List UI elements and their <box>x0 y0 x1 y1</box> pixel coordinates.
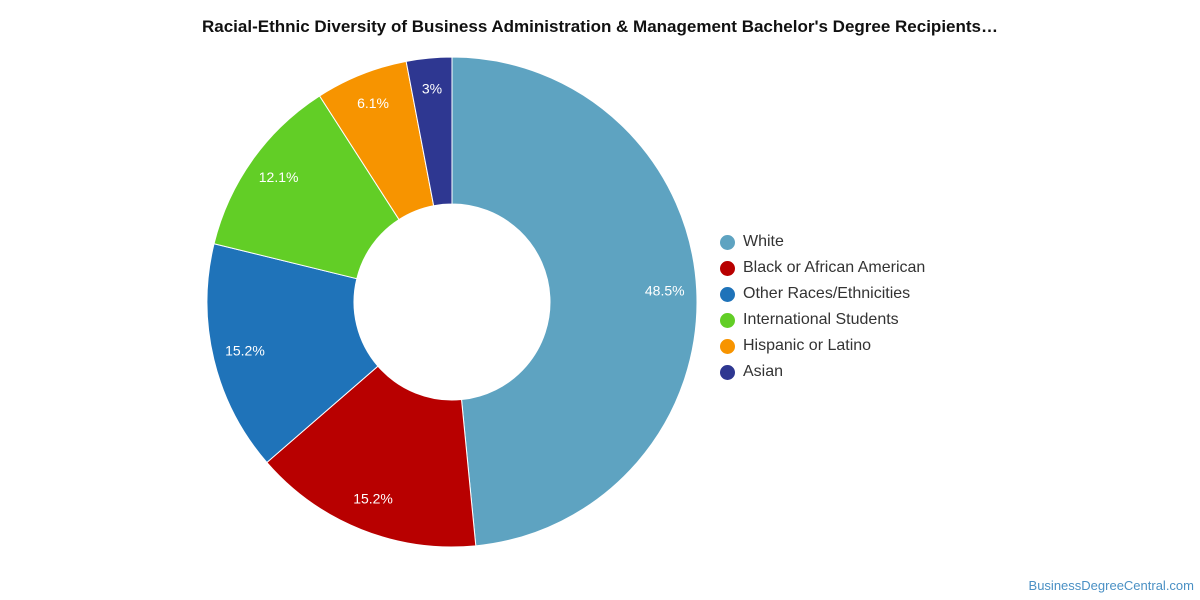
slice-label-hispanic-or-latino: 6.1% <box>357 95 389 111</box>
legend-item-other-races-ethnicities[interactable]: Other Races/Ethnicities <box>720 281 925 307</box>
legend-label-black-or-african-american: Black or African American <box>743 259 926 276</box>
slice-label-black-or-african-american: 15.2% <box>353 491 393 507</box>
legend-swatch-hispanic-or-latino <box>720 338 735 354</box>
slice-other-races-ethnicities[interactable] <box>206 243 379 464</box>
legend-swatch-other-races-ethnicities <box>720 286 735 302</box>
source-credit[interactable]: BusinessDegreeCentral.com <box>1028 578 1194 593</box>
legend-item-black-or-african-american[interactable]: Black or African American <box>720 255 925 281</box>
legend-swatch-asian <box>720 364 735 380</box>
slice-label-white: 48.5% <box>645 282 685 298</box>
legend-label-hispanic-or-latino: Hispanic or Latino <box>743 337 872 354</box>
legend-item-white[interactable]: White <box>720 229 925 255</box>
slice-black-or-african-american[interactable] <box>266 365 477 548</box>
legend-swatch-black-or-african-american <box>720 260 735 276</box>
legend-label-other-races-ethnicities: Other Races/Ethnicities <box>743 285 911 302</box>
slice-label-asian: 3% <box>422 81 442 97</box>
slice-label-other-races-ethnicities: 15.2% <box>225 343 265 359</box>
legend-item-asian[interactable]: Asian <box>720 359 925 385</box>
slice-label-international-students: 12.1% <box>259 169 299 185</box>
slice-international-students[interactable] <box>213 95 400 280</box>
legend-label-white: White <box>743 233 784 250</box>
legend-swatch-international-students <box>720 312 735 328</box>
legend-swatch-white <box>720 234 735 250</box>
slice-white[interactable] <box>451 56 698 547</box>
legend-item-international-students[interactable]: International Students <box>720 307 925 333</box>
slice-asian[interactable] <box>405 56 453 207</box>
legend-item-hispanic-or-latino[interactable]: Hispanic or Latino <box>720 333 925 359</box>
legend-label-asian: Asian <box>743 363 784 380</box>
chart-title: Racial-Ethnic Diversity of Business Admi… <box>201 17 998 36</box>
legend-label-international-students: International Students <box>743 311 899 328</box>
chart-legend: White Black or African American Other Ra… <box>720 229 925 385</box>
